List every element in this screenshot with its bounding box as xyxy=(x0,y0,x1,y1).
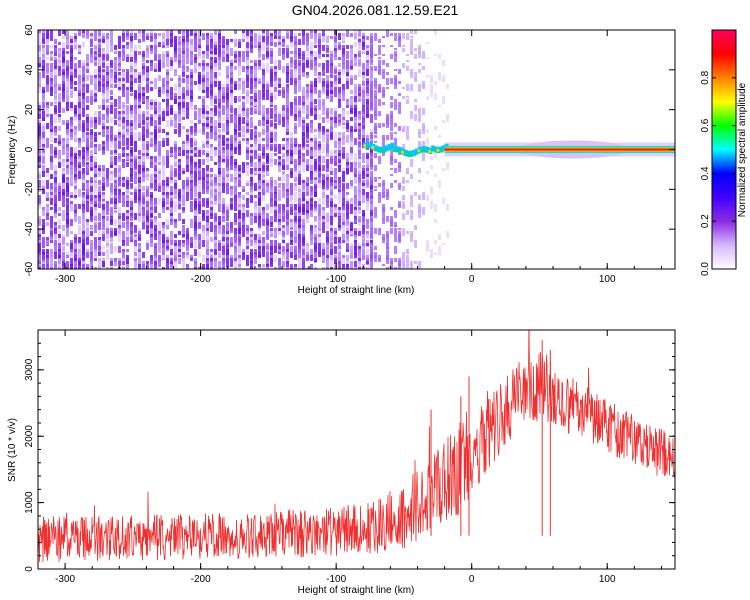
snr-y-axis-label: SNR (10 * v/v) xyxy=(7,418,18,482)
heatmap-x-axis-label: Height of straight line (km) xyxy=(298,285,415,296)
x-tick-label: -200 xyxy=(191,274,211,285)
colorbar xyxy=(711,29,737,270)
x-tick-label: 100 xyxy=(599,274,616,285)
snr-y-tick-label: 1000 xyxy=(24,491,35,514)
snr-x-tick-label: 0 xyxy=(469,574,475,585)
y-tick-label: 0 xyxy=(24,146,35,152)
snr-x-tick-label: 100 xyxy=(599,574,616,585)
y-tick-label: -20 xyxy=(24,182,35,197)
snr-y-tick-label: 0 xyxy=(24,566,35,572)
x-tick-label: -100 xyxy=(326,274,346,285)
y-tick-label: -60 xyxy=(24,261,35,276)
snr-series-line xyxy=(38,330,675,563)
colorbar-label: Normalized spectral amplitude xyxy=(737,82,748,217)
x-tick-label: -300 xyxy=(55,274,75,285)
heatmap-y-axis-label: Frequency (Hz) xyxy=(7,116,18,185)
snr-series-group xyxy=(38,330,675,563)
colorbar-tick-label: 0.4 xyxy=(700,166,711,180)
page-title: GN04.2026.081.12.59.E21 xyxy=(291,2,459,18)
snr-x-tick-label: -300 xyxy=(55,574,75,585)
spectrogram-cells xyxy=(38,30,675,269)
y-tick-label: 20 xyxy=(24,104,35,116)
y-tick-label: -40 xyxy=(24,222,35,237)
y-tick-label: 40 xyxy=(24,64,35,76)
colorbar-tick-label: 0.2 xyxy=(700,214,711,228)
carrier-core xyxy=(444,148,675,151)
snr-x-tick-label: -200 xyxy=(191,574,211,585)
x-tick-label: 0 xyxy=(469,274,475,285)
snr-x-tick-label: -100 xyxy=(326,574,346,585)
y-tick-label: 60 xyxy=(24,24,35,36)
colorbar-tick-label: 0.6 xyxy=(700,118,711,132)
snr-x-axis-label: Height of straight line (km) xyxy=(298,585,415,596)
snr-y-tick-label: 3000 xyxy=(24,358,35,381)
colorbar-tick-label: 0.8 xyxy=(700,70,711,84)
snr-y-tick-label: 2000 xyxy=(24,425,35,448)
colorbar-tick-label: 0.0 xyxy=(700,262,711,276)
